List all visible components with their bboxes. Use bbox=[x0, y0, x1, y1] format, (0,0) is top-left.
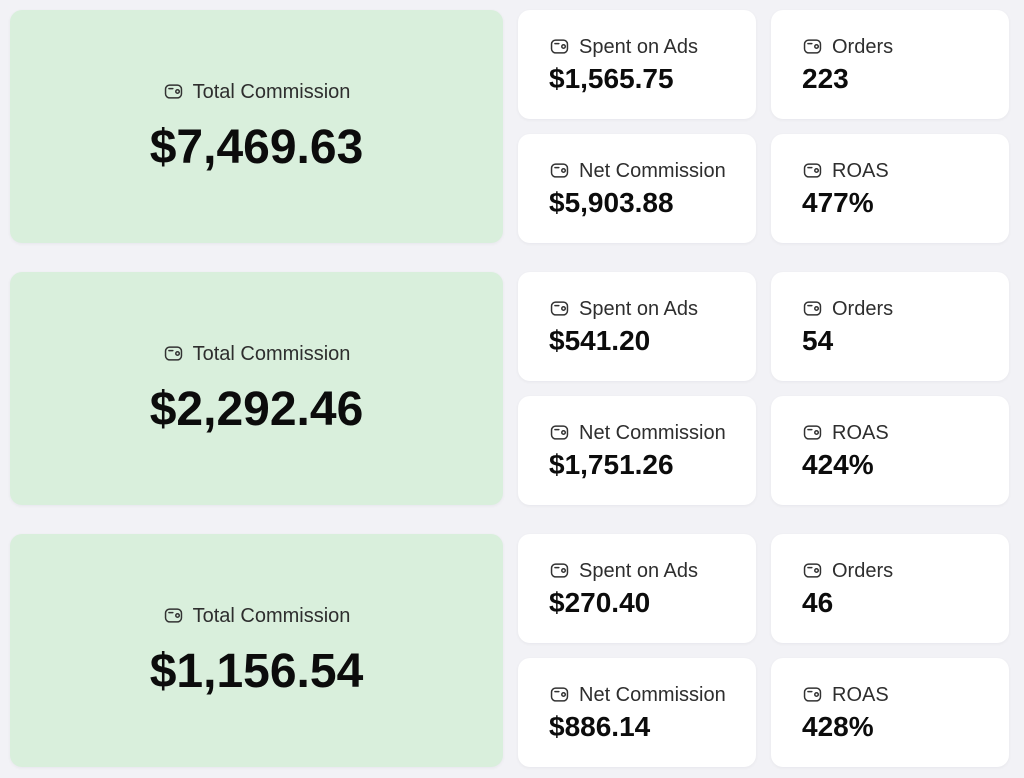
stat-label: Spent on Ads bbox=[579, 559, 698, 582]
wallet-icon bbox=[549, 684, 570, 705]
stats-row: Total Commission $2,292.46 Spent on Ads … bbox=[10, 272, 1009, 505]
stat-value: 428% bbox=[802, 711, 874, 742]
net-commission-card: Net Commission $1,751.26 bbox=[518, 396, 756, 505]
wallet-icon bbox=[549, 422, 570, 443]
stat-value: 54 bbox=[802, 325, 834, 356]
wallet-icon bbox=[163, 81, 184, 102]
stat-label-row: Orders bbox=[802, 560, 1009, 581]
stat-label: Net Commission bbox=[579, 683, 726, 706]
net-commission-card: Net Commission $886.14 bbox=[518, 658, 756, 767]
stat-label: Spent on Ads bbox=[579, 297, 698, 320]
wallet-icon bbox=[802, 298, 823, 319]
stat-label-row: ROAS bbox=[802, 160, 1009, 181]
total-commission-card: Total Commission $1,156.54 bbox=[10, 534, 503, 767]
stat-label-row: Orders bbox=[802, 36, 1009, 57]
total-commission-card: Total Commission $7,469.63 bbox=[10, 10, 503, 243]
stat-value: $5,903.88 bbox=[549, 187, 674, 218]
stat-label: ROAS bbox=[832, 683, 889, 706]
stat-label-row: ROAS bbox=[802, 422, 1009, 443]
stat-value: 424% bbox=[802, 449, 874, 480]
stat-label-row: Net Commission bbox=[549, 422, 756, 443]
wallet-icon bbox=[802, 36, 823, 57]
total-commission-label-row: Total Commission bbox=[163, 604, 351, 627]
orders-card: Orders 46 bbox=[771, 534, 1009, 643]
stat-label: Orders bbox=[832, 297, 894, 320]
stat-label: Orders bbox=[832, 559, 894, 582]
total-commission-value: $2,292.46 bbox=[149, 383, 364, 436]
stat-label: ROAS bbox=[832, 159, 889, 182]
stat-label-row: Net Commission bbox=[549, 684, 756, 705]
total-commission-label-row: Total Commission bbox=[163, 80, 351, 103]
stat-value: $541.20 bbox=[549, 325, 651, 356]
spent-on-ads-card: Spent on Ads $270.40 bbox=[518, 534, 756, 643]
stat-label: Spent on Ads bbox=[579, 35, 698, 58]
stat-value: $1,565.75 bbox=[549, 63, 674, 94]
stat-value: 477% bbox=[802, 187, 874, 218]
orders-card: Orders 223 bbox=[771, 10, 1009, 119]
wallet-icon bbox=[802, 560, 823, 581]
stat-value: $270.40 bbox=[549, 587, 651, 618]
roas-card: ROAS 424% bbox=[771, 396, 1009, 505]
wallet-icon bbox=[549, 36, 570, 57]
total-commission-value: $1,156.54 bbox=[149, 645, 364, 698]
stat-label-row: Net Commission bbox=[549, 160, 756, 181]
stat-label: ROAS bbox=[832, 421, 889, 444]
wallet-icon bbox=[163, 343, 184, 364]
stats-row: Total Commission $7,469.63 Spent on Ads … bbox=[10, 10, 1009, 243]
stat-value: $1,751.26 bbox=[549, 449, 674, 480]
total-commission-label: Total Commission bbox=[192, 80, 351, 103]
stat-value: $886.14 bbox=[549, 711, 651, 742]
stat-label-row: ROAS bbox=[802, 684, 1009, 705]
stat-label-row: Spent on Ads bbox=[549, 560, 756, 581]
spent-on-ads-card: Spent on Ads $1,565.75 bbox=[518, 10, 756, 119]
wallet-icon bbox=[549, 298, 570, 319]
stat-value: 223 bbox=[802, 63, 849, 94]
roas-card: ROAS 428% bbox=[771, 658, 1009, 767]
stat-label: Orders bbox=[832, 35, 894, 58]
stat-value: 46 bbox=[802, 587, 834, 618]
wallet-icon bbox=[549, 560, 570, 581]
total-commission-value: $7,469.63 bbox=[149, 121, 364, 174]
net-commission-card: Net Commission $5,903.88 bbox=[518, 134, 756, 243]
wallet-icon bbox=[802, 422, 823, 443]
stat-label-row: Orders bbox=[802, 298, 1009, 319]
total-commission-label: Total Commission bbox=[192, 604, 351, 627]
spent-on-ads-card: Spent on Ads $541.20 bbox=[518, 272, 756, 381]
stat-label-row: Spent on Ads bbox=[549, 36, 756, 57]
roas-card: ROAS 477% bbox=[771, 134, 1009, 243]
wallet-icon bbox=[163, 605, 184, 626]
total-commission-card: Total Commission $2,292.46 bbox=[10, 272, 503, 505]
total-commission-label: Total Commission bbox=[192, 342, 351, 365]
total-commission-label-row: Total Commission bbox=[163, 342, 351, 365]
orders-card: Orders 54 bbox=[771, 272, 1009, 381]
stat-label-row: Spent on Ads bbox=[549, 298, 756, 319]
stat-label: Net Commission bbox=[579, 159, 726, 182]
stat-label: Net Commission bbox=[579, 421, 726, 444]
wallet-icon bbox=[549, 160, 570, 181]
wallet-icon bbox=[802, 684, 823, 705]
stats-row: Total Commission $1,156.54 Spent on Ads … bbox=[10, 534, 1009, 767]
wallet-icon bbox=[802, 160, 823, 181]
